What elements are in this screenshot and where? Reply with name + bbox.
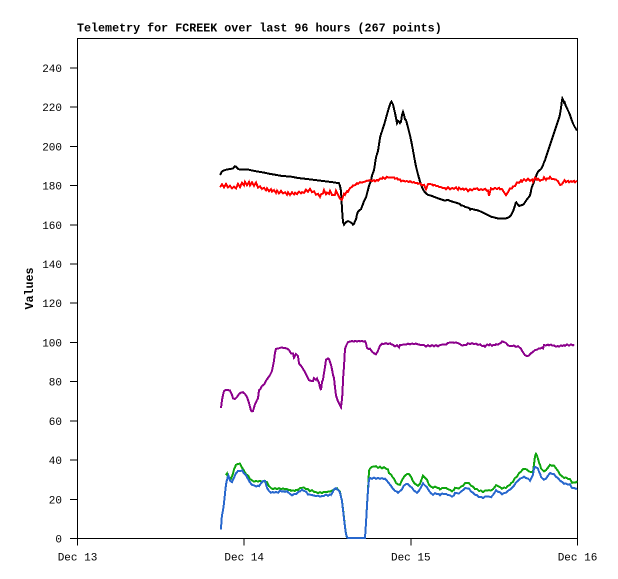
svg-text:60: 60 (49, 417, 62, 429)
svg-text:180: 180 (42, 182, 62, 194)
svg-text:Values: Values (23, 267, 37, 309)
svg-text:Dec 15: Dec 15 (391, 553, 431, 565)
svg-text:80: 80 (49, 378, 62, 390)
svg-text:Dec 14: Dec 14 (224, 553, 264, 565)
svg-text:100: 100 (42, 339, 62, 351)
svg-text:0: 0 (55, 535, 62, 547)
svg-text:120: 120 (42, 299, 62, 311)
svg-text:160: 160 (42, 221, 62, 233)
svg-text:200: 200 (42, 142, 62, 154)
svg-text:Telemetry for FCREEK over last: Telemetry for FCREEK over last 96 hours … (77, 22, 442, 36)
svg-text:20: 20 (49, 495, 62, 507)
svg-text:240: 240 (42, 64, 62, 76)
svg-text:40: 40 (49, 456, 62, 468)
svg-text:Dec 13: Dec 13 (58, 553, 98, 565)
svg-text:220: 220 (42, 103, 62, 115)
svg-text:140: 140 (42, 260, 62, 272)
svg-text:Dec 16: Dec 16 (558, 553, 598, 565)
